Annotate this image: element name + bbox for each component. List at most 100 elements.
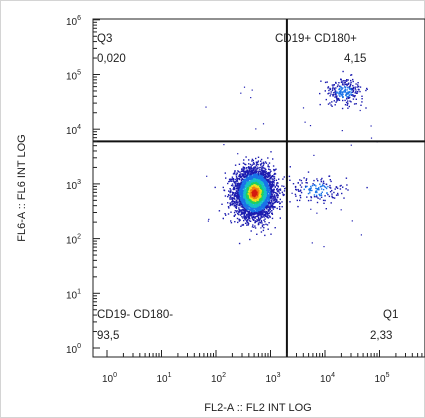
event-dot	[341, 82, 344, 84]
event-dot	[243, 185, 245, 188]
event-dot	[343, 84, 345, 86]
event-dot	[265, 162, 268, 164]
event-dot	[330, 104, 332, 106]
event-dot	[245, 200, 248, 202]
event-dot	[325, 183, 328, 186]
event-dot	[273, 184, 275, 187]
event-dot	[335, 92, 337, 94]
event-dot	[242, 169, 245, 171]
event-dot	[247, 200, 250, 202]
event-dot	[236, 182, 238, 185]
event-dot	[264, 214, 267, 217]
event-dot	[267, 217, 270, 219]
event-dot	[262, 192, 265, 194]
event-dot	[249, 167, 251, 169]
event-dot	[235, 181, 237, 183]
event-dot	[246, 177, 248, 179]
event-dot	[252, 224, 254, 226]
event-dot	[221, 203, 223, 205]
event-dot	[257, 179, 259, 182]
event-dot	[242, 182, 244, 184]
event-dot	[338, 91, 341, 93]
event-dot	[315, 194, 318, 197]
event-dot	[272, 207, 274, 209]
event-dot	[238, 242, 241, 245]
event-dot	[253, 188, 255, 191]
event-dot	[257, 156, 260, 158]
event-dot	[281, 201, 283, 203]
event-dot	[269, 211, 271, 213]
event-dot	[254, 194, 256, 196]
event-dot	[262, 167, 264, 169]
event-dot	[259, 189, 262, 191]
event-dot	[314, 191, 317, 194]
event-dot	[260, 180, 263, 182]
event-dot	[255, 188, 258, 191]
event-dot	[237, 189, 239, 191]
event-dot	[340, 86, 342, 89]
event-dot	[349, 100, 351, 102]
event-dot	[245, 216, 247, 219]
event-dot	[244, 172, 247, 174]
event-dot	[261, 162, 263, 164]
event-dot	[350, 74, 352, 76]
event-dot	[355, 86, 357, 88]
event-dot	[255, 182, 257, 185]
event-dot	[326, 81, 328, 83]
event-dot	[355, 83, 357, 85]
event-dot	[264, 198, 266, 200]
event-dot	[256, 189, 259, 192]
event-dot	[331, 196, 334, 199]
event-dot	[262, 164, 265, 167]
event-dot	[235, 185, 237, 187]
event-dot	[260, 208, 262, 211]
event-dot	[244, 210, 246, 212]
event-dot	[261, 175, 263, 177]
event-dot	[320, 196, 323, 198]
event-dot	[283, 194, 285, 196]
event-dot	[251, 179, 254, 181]
event-dot	[274, 186, 276, 188]
event-dot	[259, 175, 261, 178]
event-dot	[270, 183, 272, 186]
event-dot	[353, 103, 356, 105]
x-tick-label: 104	[320, 372, 335, 385]
event-dot	[243, 207, 246, 209]
event-dot	[254, 208, 256, 210]
event-dot	[240, 181, 243, 184]
event-dot	[260, 214, 263, 216]
quadrant-q3-name: Q3	[97, 33, 112, 45]
event-dot	[273, 191, 275, 193]
event-dot	[271, 213, 274, 215]
event-dot	[257, 192, 259, 194]
event-dot	[268, 182, 271, 185]
event-dot	[255, 181, 257, 183]
event-dot	[344, 86, 346, 88]
event-dot	[352, 94, 354, 96]
event-dot	[231, 198, 233, 200]
event-dot	[292, 183, 295, 185]
event-dot	[266, 183, 269, 185]
event-dot	[253, 184, 256, 186]
event-dot	[250, 182, 252, 185]
event-dot	[331, 193, 333, 195]
event-dot	[231, 178, 234, 180]
event-dot	[244, 175, 246, 177]
event-dot	[251, 170, 253, 172]
quadrant-q4-value: 93,5	[97, 330, 119, 342]
event-dot	[240, 196, 243, 199]
event-dot	[245, 186, 247, 189]
quadrant-q2-name: CD19+ CD180+	[275, 33, 357, 45]
event-dot	[239, 219, 241, 221]
event-dot	[307, 192, 310, 195]
event-dot	[245, 184, 247, 186]
event-dot	[248, 184, 250, 186]
event-dot	[264, 201, 266, 203]
event-dot	[340, 209, 342, 211]
event-dot	[238, 213, 240, 216]
event-dot	[339, 188, 342, 190]
event-dot	[234, 194, 236, 196]
event-dot	[248, 201, 250, 203]
event-dot	[316, 188, 318, 190]
event-dot	[238, 204, 241, 206]
